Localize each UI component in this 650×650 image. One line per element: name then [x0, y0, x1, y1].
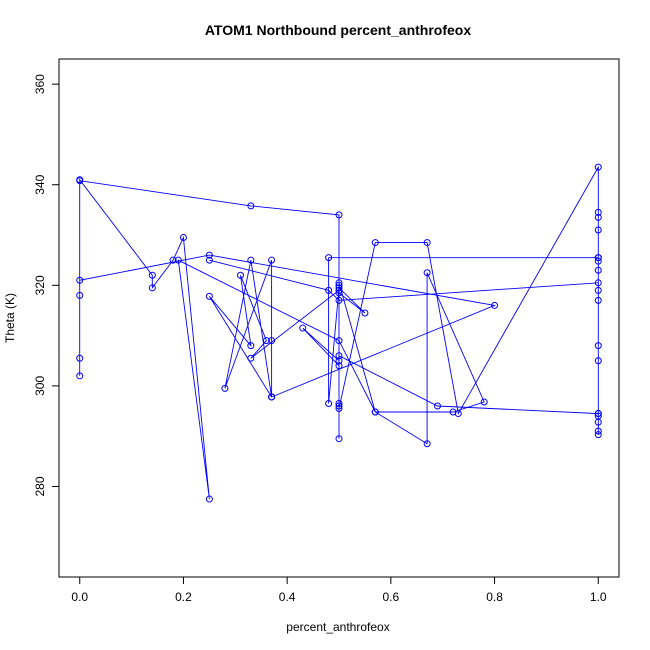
data-point — [594, 226, 602, 234]
data-point — [594, 431, 602, 439]
data-point — [594, 208, 602, 216]
data-point — [594, 296, 602, 304]
data-point — [169, 256, 177, 264]
x-tick-label: 0.4 — [279, 590, 296, 604]
data-point — [491, 301, 499, 309]
data-point — [361, 309, 369, 317]
data-point — [76, 176, 84, 184]
data-point — [335, 281, 343, 289]
data-point — [371, 408, 379, 416]
data-point — [325, 254, 333, 262]
x-tick-label: 0.0 — [71, 590, 88, 604]
data-point — [174, 256, 182, 264]
data-point — [205, 292, 213, 300]
data-point — [335, 337, 343, 345]
data-point — [423, 440, 431, 448]
data-point — [335, 357, 343, 365]
data-point — [423, 239, 431, 247]
data-point — [594, 286, 602, 294]
data-point — [299, 324, 307, 332]
y-tick-label: 320 — [33, 275, 47, 295]
x-axis: 0.0 0.2 0.4 0.6 0.8 1.0 — [71, 576, 607, 604]
data-point — [205, 256, 213, 264]
data-point — [594, 257, 602, 265]
data-point — [449, 408, 457, 416]
x-tick-label: 1.0 — [590, 590, 607, 604]
data-point — [247, 256, 255, 264]
data-point — [423, 269, 431, 277]
data-point — [594, 357, 602, 365]
x-tick-label: 0.2 — [175, 590, 192, 604]
data-point — [76, 276, 84, 284]
data-point — [335, 296, 343, 304]
data-point — [594, 266, 602, 274]
data-point — [179, 234, 187, 242]
data-point — [76, 372, 84, 380]
data-point — [335, 362, 343, 370]
data-point — [221, 384, 229, 392]
data-point — [76, 291, 84, 299]
data-point — [148, 271, 156, 279]
data-point — [335, 402, 343, 410]
chart-title: ATOM1 Northbound percent_anthrofeox — [205, 22, 471, 38]
data-point — [335, 352, 343, 360]
y-tick-label: 300 — [33, 376, 47, 396]
x-tick-label: 0.8 — [486, 590, 503, 604]
data-point — [594, 418, 602, 426]
data-point — [335, 284, 343, 292]
y-tick-label: 280 — [33, 476, 47, 496]
y-tick-label: 340 — [33, 174, 47, 194]
data-point — [268, 393, 276, 401]
x-axis-label: percent_anthrofeox — [286, 620, 389, 634]
data-point — [247, 342, 255, 350]
series-lines — [79, 165, 599, 500]
data-point — [76, 354, 84, 362]
data-point — [205, 495, 213, 503]
data-point — [268, 337, 276, 345]
data-point — [325, 399, 333, 407]
data-point — [480, 398, 488, 406]
series-line — [79, 165, 599, 500]
data-point — [335, 279, 343, 287]
x-tick-label: 0.6 — [383, 590, 400, 604]
data-point — [594, 342, 602, 350]
data-point — [335, 211, 343, 219]
data-point — [325, 286, 333, 294]
series-points — [76, 163, 602, 503]
data-point — [335, 399, 343, 407]
y-axis-label: Theta (K) — [3, 293, 17, 343]
data-point — [594, 213, 602, 221]
data-point — [371, 239, 379, 247]
data-point — [594, 254, 602, 262]
data-point — [594, 410, 602, 418]
data-point — [148, 284, 156, 292]
data-point — [594, 279, 602, 287]
data-point — [335, 405, 343, 413]
data-point — [247, 354, 255, 362]
y-tick-label: 360 — [33, 74, 47, 94]
y-axis: 280 300 320 340 360 — [33, 74, 60, 496]
data-point — [594, 427, 602, 435]
data-point — [335, 289, 343, 297]
data-point — [247, 202, 255, 210]
data-point — [335, 435, 343, 443]
data-point — [236, 271, 244, 279]
data-point — [594, 163, 602, 171]
data-point — [434, 402, 442, 410]
data-point — [262, 337, 270, 345]
data-point — [268, 256, 276, 264]
data-point — [335, 286, 343, 294]
data-point — [205, 251, 213, 259]
